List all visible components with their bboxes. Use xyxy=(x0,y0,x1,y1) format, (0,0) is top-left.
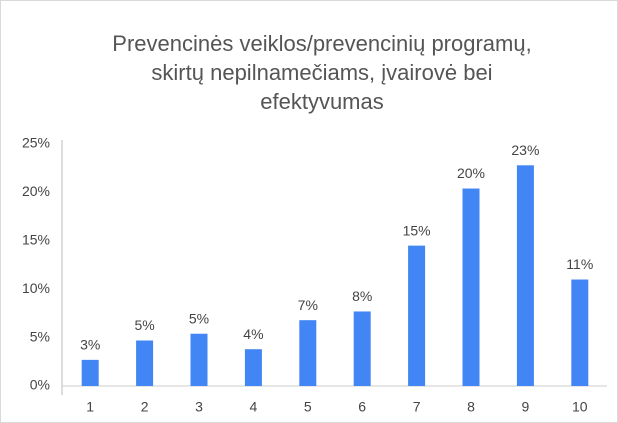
data-label: 5% xyxy=(189,310,209,326)
data-label: 3% xyxy=(80,337,100,353)
data-label: 7% xyxy=(298,297,318,313)
bar xyxy=(462,188,480,386)
bar xyxy=(136,340,154,386)
y-tick-label: 20% xyxy=(22,183,50,199)
data-label: 20% xyxy=(457,165,485,181)
data-label: 8% xyxy=(352,288,372,304)
chart-title: Prevencinės veiklos/prevencinių programų… xyxy=(112,31,531,56)
y-tick-label: 25% xyxy=(22,135,50,151)
data-label: 15% xyxy=(403,222,431,238)
data-label: 4% xyxy=(243,326,263,342)
bar xyxy=(244,349,262,386)
x-tick-label: 6 xyxy=(358,399,366,415)
x-tick-label: 1 xyxy=(86,399,94,415)
y-tick-label: 0% xyxy=(30,377,50,393)
x-tick-label: 9 xyxy=(522,399,530,415)
data-label: 5% xyxy=(134,317,154,333)
bar xyxy=(299,320,317,386)
x-tick-label: 3 xyxy=(195,399,203,415)
x-tick-label: 7 xyxy=(413,399,421,415)
bar xyxy=(516,165,534,386)
bar xyxy=(571,279,589,386)
x-tick-label: 8 xyxy=(467,399,475,415)
bar xyxy=(408,245,426,386)
chart-title: efektyvumas xyxy=(260,89,384,114)
data-label: 11% xyxy=(566,256,593,272)
data-label: 23% xyxy=(511,142,539,158)
bar xyxy=(81,359,99,386)
x-tick-label: 4 xyxy=(250,399,258,415)
y-tick-label: 15% xyxy=(22,232,50,248)
y-tick-label: 5% xyxy=(30,328,50,344)
x-tick-label: 10 xyxy=(572,399,588,415)
x-tick-label: 5 xyxy=(304,399,312,415)
y-tick-label: 10% xyxy=(22,280,50,296)
bar xyxy=(190,333,208,386)
chart-title: skirtų nepilnamečiams, įvairovė bei xyxy=(151,60,492,85)
bar xyxy=(353,311,371,386)
x-tick-label: 2 xyxy=(141,399,149,415)
